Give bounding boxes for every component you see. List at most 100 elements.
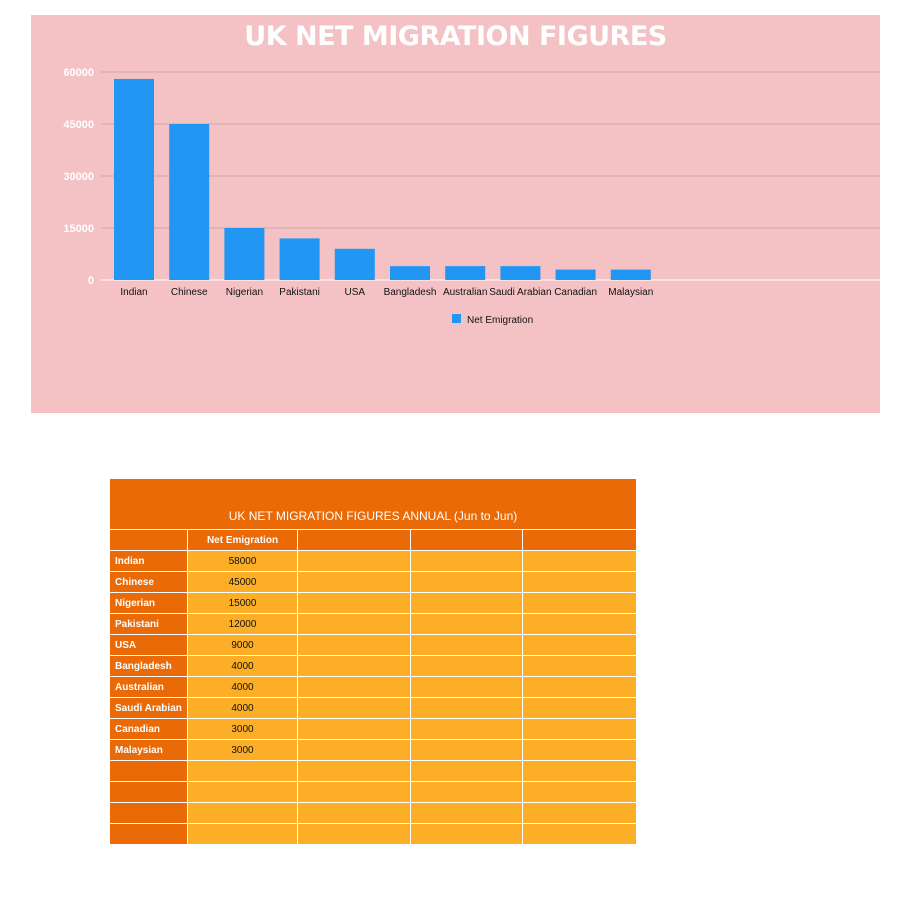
empty-cell[interactable] bbox=[297, 760, 411, 782]
bar bbox=[610, 269, 651, 280]
x-tick-label: Bangladesh bbox=[384, 287, 437, 298]
migration-table: UK NET MIGRATION FIGURES ANNUAL (Jun to … bbox=[108, 479, 638, 845]
x-tick-label: Australian bbox=[443, 287, 487, 298]
table-row: Saudi Arabian 4000 bbox=[109, 697, 638, 719]
header-cell-empty[interactable] bbox=[521, 529, 638, 551]
empty-cell[interactable] bbox=[521, 613, 638, 635]
empty-cell[interactable] bbox=[521, 571, 638, 593]
row-label-cell[interactable]: Canadian bbox=[109, 718, 188, 740]
empty-cell[interactable] bbox=[297, 802, 411, 824]
empty-cell[interactable] bbox=[521, 718, 638, 740]
empty-cell[interactable] bbox=[297, 739, 411, 761]
empty-cell[interactable] bbox=[410, 613, 523, 635]
empty-cell[interactable] bbox=[521, 802, 638, 824]
header-cell-net-emigration[interactable]: Net Emigration bbox=[187, 529, 298, 551]
empty-cell[interactable] bbox=[521, 592, 638, 614]
value-cell[interactable]: 12000 bbox=[187, 613, 298, 635]
row-label-cell[interactable]: Australian bbox=[109, 676, 188, 698]
empty-cell[interactable] bbox=[521, 634, 638, 656]
row-label-cell[interactable]: USA bbox=[109, 634, 188, 656]
empty-cell[interactable] bbox=[410, 760, 523, 782]
empty-cell[interactable] bbox=[410, 718, 523, 740]
table-row: Chinese 45000 bbox=[109, 571, 638, 593]
row-label-cell[interactable]: Bangladesh bbox=[109, 655, 188, 677]
value-cell[interactable]: 45000 bbox=[187, 571, 298, 593]
y-tick-label: 0 bbox=[88, 275, 94, 287]
value-cell[interactable] bbox=[187, 760, 298, 782]
empty-cell[interactable] bbox=[297, 781, 411, 803]
header-cell-empty[interactable] bbox=[297, 529, 411, 551]
bar bbox=[169, 124, 210, 280]
empty-cell[interactable] bbox=[521, 655, 638, 677]
value-cell[interactable]: 4000 bbox=[187, 697, 298, 719]
value-cell[interactable]: 4000 bbox=[187, 655, 298, 677]
x-tick-label: Malaysian bbox=[608, 287, 653, 298]
value-cell[interactable]: 15000 bbox=[187, 592, 298, 614]
value-cell[interactable]: 3000 bbox=[187, 718, 298, 740]
empty-cell[interactable] bbox=[297, 655, 411, 677]
empty-cell[interactable] bbox=[297, 676, 411, 698]
value-cell[interactable]: 3000 bbox=[187, 739, 298, 761]
row-label-cell[interactable]: Chinese bbox=[109, 571, 188, 593]
bar bbox=[224, 228, 265, 280]
empty-cell[interactable] bbox=[521, 697, 638, 719]
legend-swatch bbox=[452, 314, 461, 323]
empty-cell[interactable] bbox=[297, 571, 411, 593]
row-label-cell[interactable]: Malaysian bbox=[109, 739, 188, 761]
row-label-cell[interactable] bbox=[109, 760, 188, 782]
value-cell[interactable] bbox=[187, 823, 298, 845]
empty-cell[interactable] bbox=[410, 634, 523, 656]
value-cell[interactable]: 9000 bbox=[187, 634, 298, 656]
empty-cell[interactable] bbox=[410, 802, 523, 824]
value-cell[interactable] bbox=[187, 802, 298, 824]
row-label-cell[interactable] bbox=[109, 823, 188, 845]
bar-chart: 0 15000 30000 45000 60000 Indian Chinese Nigeri… bbox=[63, 67, 880, 326]
header-cell-blank[interactable] bbox=[109, 529, 188, 551]
row-label-cell[interactable]: Pakistani bbox=[109, 613, 188, 635]
empty-cell[interactable] bbox=[297, 613, 411, 635]
empty-cell[interactable] bbox=[410, 655, 523, 677]
empty-cell[interactable] bbox=[521, 823, 638, 845]
table-row bbox=[109, 802, 638, 824]
empty-cell[interactable] bbox=[297, 592, 411, 614]
empty-cell[interactable] bbox=[410, 739, 523, 761]
row-label-cell[interactable] bbox=[109, 781, 188, 803]
y-tick-label: 15000 bbox=[63, 223, 94, 235]
row-label-cell[interactable]: Nigerian bbox=[109, 592, 188, 614]
row-label-cell[interactable]: Indian bbox=[109, 550, 188, 572]
empty-cell[interactable] bbox=[410, 781, 523, 803]
table-title: UK NET MIGRATION FIGURES ANNUAL (Jun to … bbox=[108, 479, 638, 530]
empty-cell[interactable] bbox=[410, 697, 523, 719]
empty-cell[interactable] bbox=[521, 676, 638, 698]
empty-cell[interactable] bbox=[297, 697, 411, 719]
value-cell[interactable] bbox=[187, 781, 298, 803]
empty-cell[interactable] bbox=[297, 718, 411, 740]
legend-label: Net Emigration bbox=[467, 315, 533, 326]
empty-cell[interactable] bbox=[521, 739, 638, 761]
bar bbox=[445, 266, 486, 280]
row-label-cell[interactable]: Saudi Arabian bbox=[109, 697, 188, 719]
empty-cell[interactable] bbox=[521, 760, 638, 782]
empty-cell[interactable] bbox=[410, 676, 523, 698]
empty-cell[interactable] bbox=[410, 592, 523, 614]
empty-cell[interactable] bbox=[297, 634, 411, 656]
header-cell-empty[interactable] bbox=[410, 529, 523, 551]
value-cell[interactable]: 4000 bbox=[187, 676, 298, 698]
chart-panel: UK NET MIGRATION FIGURES 0 15000 30000 4500… bbox=[31, 15, 880, 413]
empty-cell[interactable] bbox=[521, 550, 638, 572]
empty-cell[interactable] bbox=[297, 823, 411, 845]
value-cell[interactable]: 58000 bbox=[187, 550, 298, 572]
empty-cell[interactable] bbox=[410, 550, 523, 572]
table-row: Canadian 3000 bbox=[109, 718, 638, 740]
empty-cell[interactable] bbox=[410, 823, 523, 845]
bar bbox=[114, 78, 154, 280]
chart-title: UK NET MIGRATION FIGURES bbox=[244, 21, 667, 52]
row-label-cell[interactable] bbox=[109, 802, 188, 824]
x-tick-label: USA bbox=[345, 287, 366, 298]
empty-cell[interactable] bbox=[297, 550, 411, 572]
x-tick-label: Canadian bbox=[554, 287, 597, 298]
empty-cell[interactable] bbox=[410, 571, 523, 593]
table-row: Malaysian 3000 bbox=[109, 739, 638, 761]
empty-cell[interactable] bbox=[521, 781, 638, 803]
table-row bbox=[109, 823, 638, 845]
